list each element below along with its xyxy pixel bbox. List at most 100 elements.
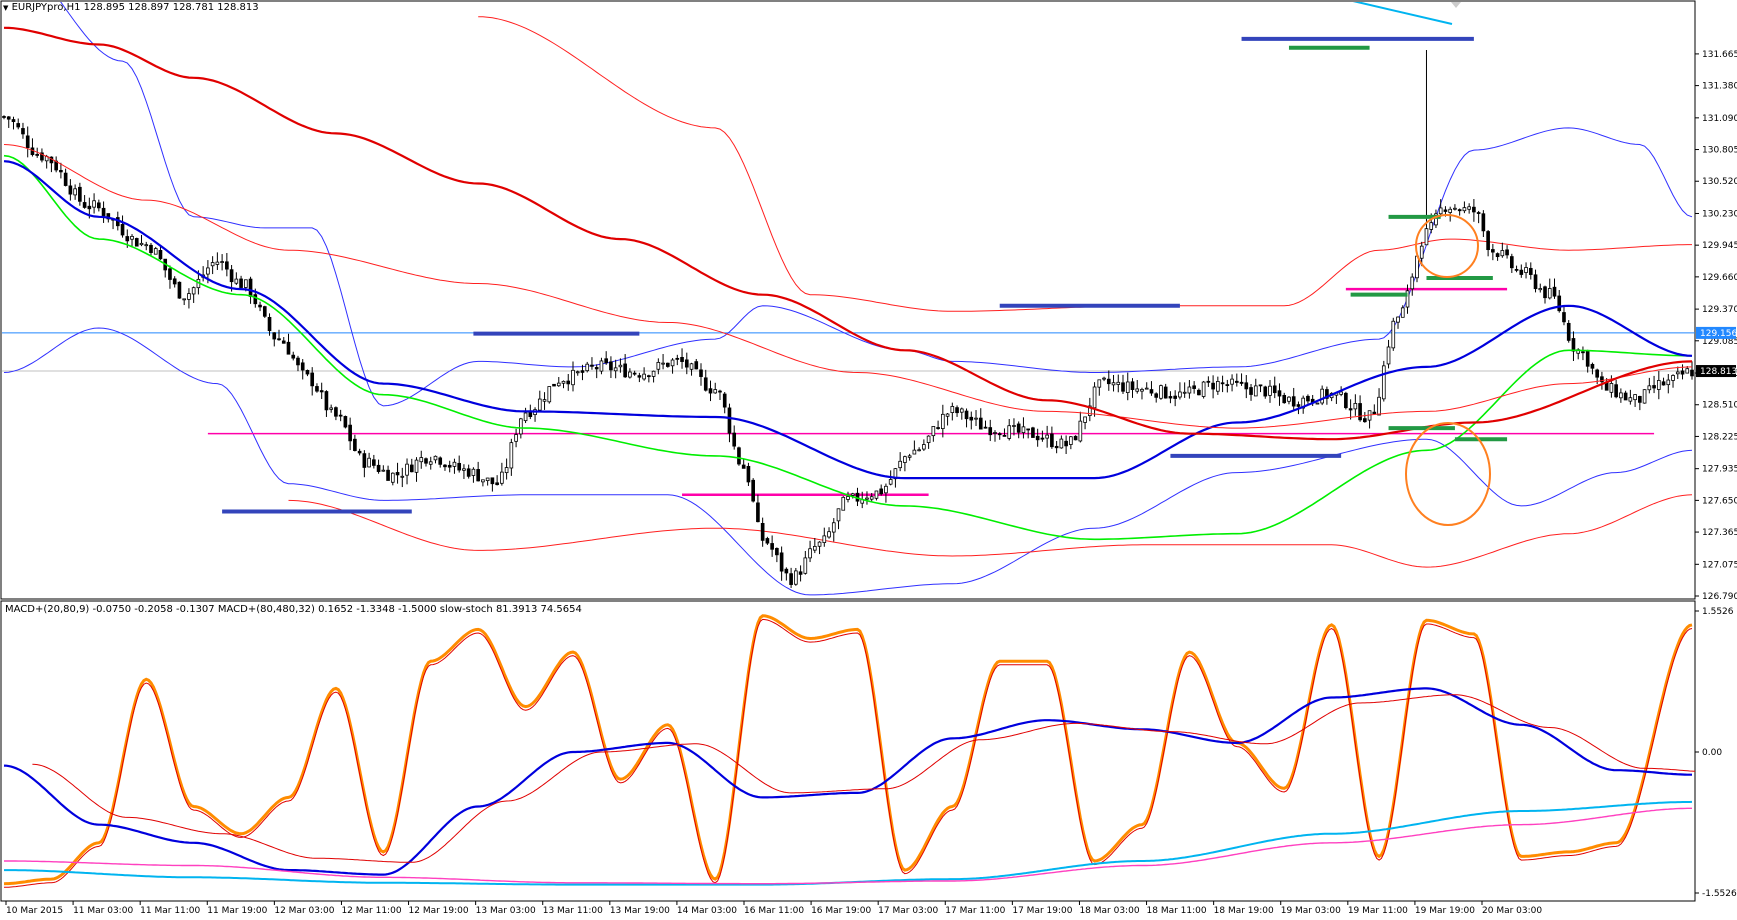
- candle-body: [153, 248, 158, 255]
- candle-body: [912, 449, 917, 455]
- candle-body: [21, 128, 25, 135]
- candle-body: [1405, 290, 1410, 308]
- candle-body: [414, 459, 419, 473]
- candle-body: [1054, 445, 1059, 449]
- candle-body: [1320, 388, 1324, 404]
- candle-body: [1386, 346, 1391, 365]
- candle-body: [1391, 320, 1396, 349]
- bollinger-lower-line: [3, 327, 1693, 596]
- candle-body: [1002, 434, 1007, 437]
- candle-body: [400, 475, 405, 478]
- candle-body: [523, 412, 528, 422]
- indicator-tick-label: -1.5526: [1702, 889, 1737, 899]
- candle-body: [955, 407, 959, 414]
- candle-body: [1396, 316, 1400, 323]
- scroll-marker-icon[interactable]: [1451, 2, 1461, 8]
- candle-body: [405, 463, 409, 476]
- candle-body: [329, 407, 333, 410]
- candle-body: [215, 261, 220, 265]
- candle-body: [519, 418, 523, 435]
- ma-blue-line: [3, 160, 1693, 480]
- candle-body: [708, 388, 713, 394]
- candle-body: [1571, 338, 1576, 352]
- candle-body: [1163, 386, 1168, 399]
- price-label-line: 129.156: [1700, 329, 1737, 339]
- candle-body: [1462, 207, 1467, 212]
- candle-body: [338, 414, 343, 417]
- candle-body: [1154, 393, 1159, 398]
- candle-body: [1220, 382, 1225, 385]
- candle-body: [651, 370, 656, 377]
- candle-body: [727, 407, 732, 434]
- candle-body: [1543, 286, 1547, 299]
- time-tick-label: 17 Mar 03:00: [878, 906, 938, 916]
- time-tick-label: 13 Mar 19:00: [610, 906, 670, 916]
- candle-body: [760, 523, 765, 541]
- candle-body: [281, 340, 286, 344]
- candle-body: [1481, 213, 1486, 232]
- candle-body: [125, 236, 130, 242]
- menu-triangle-icon[interactable]: ▼: [3, 4, 9, 12]
- candle-body: [82, 202, 87, 208]
- candle-body: [1069, 436, 1073, 445]
- candle-body: [220, 261, 224, 263]
- candle-body: [305, 369, 310, 375]
- candle-body: [1092, 386, 1097, 409]
- candle-body: [300, 362, 305, 371]
- candle-body: [481, 479, 485, 483]
- candle-body: [950, 406, 955, 413]
- candle-body: [1400, 307, 1405, 318]
- time-tick-label: 20 Mar 03:00: [1482, 906, 1542, 916]
- time-tick-label: 18 Mar 03:00: [1079, 906, 1139, 916]
- candle-body: [547, 386, 552, 403]
- candle-body: [168, 268, 172, 280]
- candle-body: [258, 304, 262, 308]
- candle-body: [92, 200, 96, 208]
- time-tick-label: 16 Mar 19:00: [811, 906, 871, 916]
- candle-body: [732, 432, 737, 447]
- price-tick-label: 130.805: [1702, 146, 1737, 156]
- candle-body: [1647, 385, 1652, 391]
- candle-body: [443, 464, 447, 468]
- candle-body: [1149, 389, 1154, 394]
- candle-body: [253, 294, 258, 305]
- candle-body: [561, 380, 566, 384]
- candle-body: [850, 493, 855, 496]
- candle-body: [1638, 395, 1642, 403]
- candle-body: [884, 485, 888, 494]
- price-label-box-line: [1696, 326, 1736, 339]
- candle-body: [1453, 207, 1457, 210]
- candle-body: [1377, 396, 1381, 416]
- price-tick-label: 130.230: [1702, 209, 1737, 219]
- candle-body: [2, 116, 6, 118]
- candle-body: [1097, 379, 1102, 388]
- candle-body: [509, 442, 514, 469]
- candle-body: [1083, 416, 1087, 423]
- candle-body: [1652, 385, 1656, 389]
- candle-body: [599, 360, 604, 372]
- candle-body: [959, 408, 964, 413]
- candle-body: [1296, 404, 1301, 407]
- candle-body: [1344, 392, 1348, 409]
- candle-body: [703, 377, 708, 391]
- slow-stoch-signal-line: [4, 618, 1693, 888]
- candle-body: [978, 417, 983, 430]
- candle-body: [234, 278, 239, 284]
- candle-body: [466, 468, 471, 477]
- candle-body: [1206, 380, 1211, 383]
- candle-body: [1419, 245, 1424, 259]
- candle-body: [604, 358, 609, 364]
- candle-body: [1045, 434, 1049, 439]
- candle-body: [675, 357, 680, 360]
- candle-body: [1102, 377, 1106, 380]
- price-tick-label: 129.660: [1702, 273, 1737, 283]
- time-tick-label: 13 Mar 11:00: [543, 906, 603, 916]
- price-label-current: 128.813: [1700, 367, 1737, 377]
- candle-body: [831, 522, 836, 533]
- candle-body: [537, 398, 542, 411]
- candle-body: [1566, 322, 1571, 341]
- candle-body: [566, 380, 571, 385]
- candle-body: [485, 477, 490, 482]
- candle-body: [808, 548, 812, 559]
- candle-body: [134, 238, 139, 247]
